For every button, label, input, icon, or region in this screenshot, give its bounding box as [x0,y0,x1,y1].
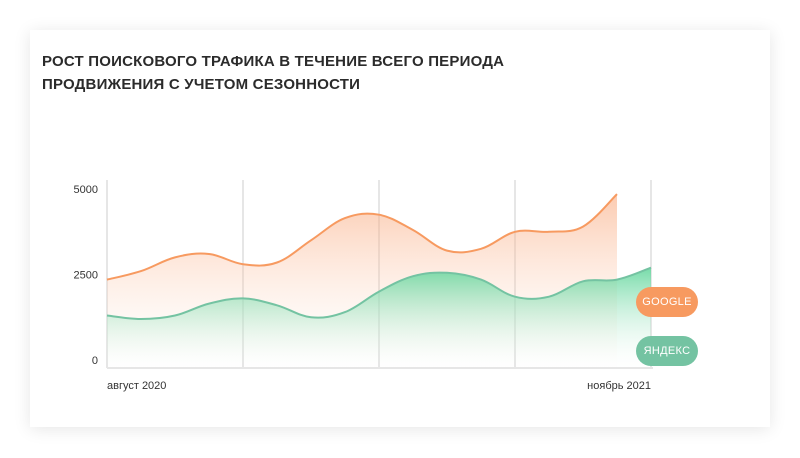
line-yandex [106,266,652,321]
chart-title: РОСТ ПОИСКОВОГО ТРАФИКА В ТЕЧЕНИЕ ВСЕГО … [42,53,505,93]
chart-axes: 5000 2500 0 август 2020 ноябрь 2021 [74,184,651,392]
chart-areas [107,194,651,368]
area-yandex [107,267,651,368]
line-google [106,193,618,281]
y-tick-label: 0 [92,355,98,367]
y-tick-label: 2500 [74,270,98,282]
y-tick-label: 5000 [74,184,98,196]
legend-yandex: ЯНДЕКС [636,336,698,366]
x-tick-label-start: август 2020 [107,380,166,392]
legend-google: GOOGLE [636,287,698,317]
chart-lines [106,193,652,321]
x-tick-label-end: ноябрь 2021 [587,380,651,392]
